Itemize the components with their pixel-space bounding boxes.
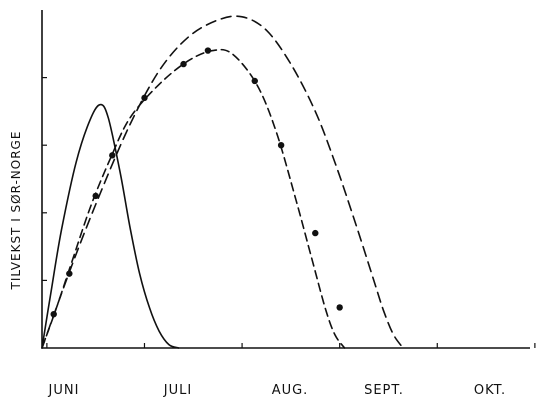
series-line-dash-dot xyxy=(41,48,346,349)
x-tick-label-aug: AUG. xyxy=(271,383,309,398)
series-line-dashed xyxy=(41,15,404,349)
data-point-marker-5 xyxy=(141,94,148,102)
data-point-marker-6 xyxy=(180,60,187,68)
x-tick-label-juli: JULI xyxy=(163,383,193,398)
data-point-marker-7 xyxy=(204,47,212,54)
data-point-marker-8 xyxy=(251,77,258,85)
x-tick-label-juni: JUNI xyxy=(48,383,80,398)
x-tick-label-okt: OKT. xyxy=(473,383,507,398)
data-point-marker-3 xyxy=(92,192,99,200)
x-tick-label-sept: SEPT. xyxy=(364,383,404,398)
y-axis-label: TILVEKST I SØR-NORGE xyxy=(9,130,23,290)
data-point-marker-11 xyxy=(336,304,343,311)
series-line-solid xyxy=(41,103,180,349)
data-point-marker-10 xyxy=(312,229,319,237)
data-point-marker-1 xyxy=(50,311,57,318)
data-point-marker-9 xyxy=(277,142,285,149)
data-point-marker-2 xyxy=(66,270,73,277)
data-point-marker-4 xyxy=(109,152,116,159)
